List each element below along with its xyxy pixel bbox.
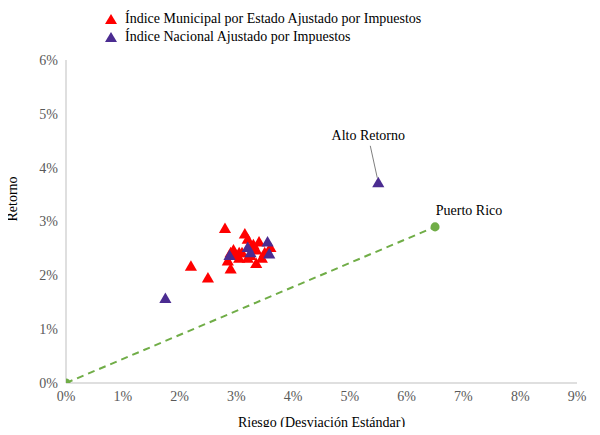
svg-text:0%: 0% [57, 389, 76, 404]
svg-text:0%: 0% [39, 376, 58, 391]
html-text:Índice Nacional Ajustado por I: Índice Nacional Ajustado por Impuestos [125, 29, 351, 44]
svg-text:4%: 4% [39, 161, 58, 176]
svg-text:Riesgo (Desviación Estándar): Riesgo (Desviación Estándar) [238, 415, 406, 427]
svg-text:8%: 8% [511, 389, 530, 404]
svg-text:1%: 1% [39, 322, 58, 337]
svg-text:4%: 4% [284, 389, 303, 404]
svg-text:6%: 6% [39, 53, 58, 68]
svg-text:3%: 3% [227, 389, 246, 404]
svg-text:5%: 5% [341, 389, 360, 404]
svg-text:2%: 2% [39, 268, 58, 283]
svg-text:Alto Retorno: Alto Retorno [332, 128, 406, 143]
svg-text:2%: 2% [170, 389, 189, 404]
html-text:Índice Municipal por Estado Aj: Índice Municipal por Estado Ajustado por… [125, 11, 422, 26]
svg-text:7%: 7% [454, 389, 473, 404]
svg-text:6%: 6% [397, 389, 416, 404]
svg-text:Puerto Rico: Puerto Rico [436, 203, 503, 218]
svg-text:1%: 1% [113, 389, 132, 404]
svg-text:9%: 9% [568, 389, 587, 404]
svg-text:5%: 5% [39, 107, 58, 122]
svg-text:3%: 3% [39, 214, 58, 229]
svg-text:Retorno: Retorno [8, 176, 20, 221]
